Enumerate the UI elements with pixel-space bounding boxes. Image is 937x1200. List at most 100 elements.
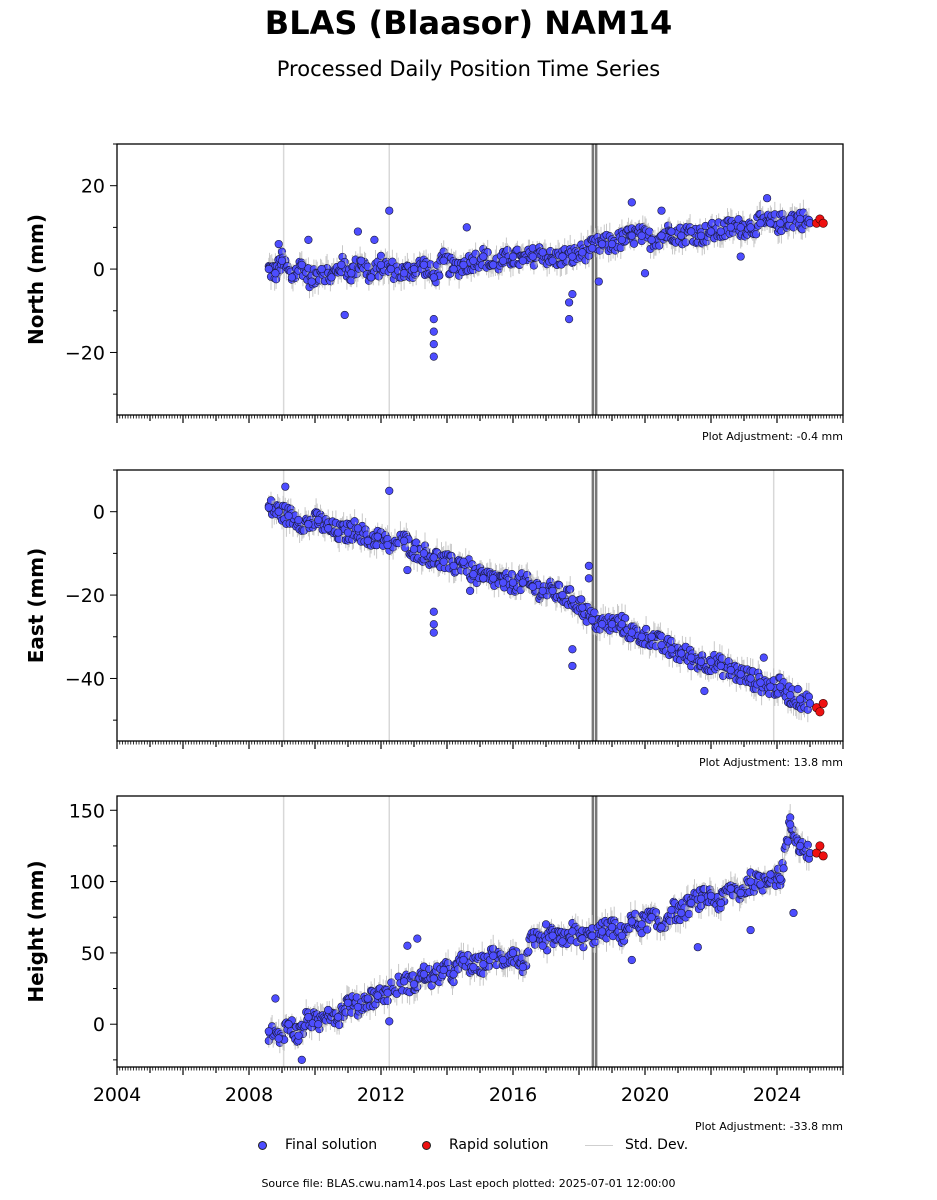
final-solution-point <box>696 231 706 240</box>
legend-std-label: Std. Dev. <box>625 1137 689 1153</box>
final-solution-point <box>588 615 597 625</box>
final-solution-point <box>383 996 392 1005</box>
final-solution-point <box>400 536 409 545</box>
plot-adjustment-label: Plot Adjustment: 13.8 mm <box>699 756 843 769</box>
outlier-point <box>789 908 798 918</box>
legend-rapid-label: Rapid solution <box>449 1137 549 1153</box>
final-solution-point <box>479 252 488 261</box>
outlier-point <box>584 561 594 570</box>
plot-frame <box>116 795 844 1068</box>
final-solution-point <box>274 1034 283 1043</box>
outlier-point <box>429 340 438 349</box>
outlier-point <box>462 223 471 232</box>
final-solution-point <box>617 235 627 244</box>
plot-frame <box>116 469 844 742</box>
outlier-point <box>281 482 290 491</box>
outlier-point <box>429 327 438 336</box>
final-solution-point <box>284 1020 293 1029</box>
final-solution-point <box>304 520 313 529</box>
final-solution-point <box>568 595 577 604</box>
y-axis-label: Height (mm) <box>24 860 48 1002</box>
final-solution-point <box>314 515 323 525</box>
final-solution-point <box>469 963 478 972</box>
final-solution-point <box>307 277 316 286</box>
y-tick-label: 20 <box>81 176 105 198</box>
y-tick-label: 0 <box>93 1014 105 1036</box>
final-solution-point <box>687 653 696 662</box>
final-solution-point <box>736 223 745 232</box>
rapid-solution-point <box>818 851 828 861</box>
outlier-point <box>340 310 349 320</box>
outlier-point <box>429 620 438 629</box>
final-solution-point <box>786 820 795 829</box>
final-solution-point <box>627 628 636 637</box>
final-solution-point <box>363 536 372 545</box>
final-solution-point <box>334 1012 343 1022</box>
final-solution-point <box>617 931 627 940</box>
final-solution-point <box>736 670 745 679</box>
rapid-solution-point <box>815 707 825 717</box>
outlier-point <box>736 252 745 261</box>
final-solution-point <box>548 931 557 940</box>
y-tick-label: −20 <box>65 585 105 607</box>
final-solution-point <box>637 231 646 240</box>
final-solution-point <box>528 582 537 591</box>
final-solution-point <box>786 214 795 224</box>
final-solution-point <box>274 507 283 516</box>
final-solution-point <box>400 977 409 986</box>
final-solution-point <box>706 891 716 900</box>
legend-final: Final solution <box>258 1137 377 1153</box>
final-solution-point <box>314 1020 323 1029</box>
y-tick-label: 0 <box>93 502 105 524</box>
final-solution-point <box>588 244 597 253</box>
outlier-point <box>385 206 394 215</box>
final-solution-point <box>343 528 353 537</box>
outlier-point <box>304 235 313 244</box>
final-solution-point <box>726 666 735 675</box>
outlier-point <box>385 486 394 495</box>
legend-rapid: Rapid solution <box>422 1137 549 1153</box>
outlier-point <box>429 628 438 637</box>
final-solution-point <box>499 256 508 265</box>
final-solution-point <box>528 252 537 261</box>
final-solution-point <box>578 248 587 257</box>
final-solution-point <box>776 682 785 691</box>
final-solution-point <box>590 608 599 617</box>
final-solution-point <box>805 699 815 708</box>
final-solution-point <box>469 256 478 265</box>
chart-title: BLAS (Blaasor) NAM14 <box>264 4 673 42</box>
outlier-point <box>370 235 379 244</box>
y-tick-label: 150 <box>69 800 105 822</box>
final-solution-point <box>677 649 686 658</box>
chart-subtitle: Processed Daily Position Time Series <box>276 57 661 81</box>
final-solution-point <box>419 260 429 270</box>
data-layer <box>264 804 828 1064</box>
final-solution-point <box>607 239 617 249</box>
final-solution-point <box>264 264 273 274</box>
final-solution-point <box>499 578 508 587</box>
final-solution-point <box>696 894 706 903</box>
y-tick-label: 0 <box>93 259 105 281</box>
final-solution-point <box>353 524 363 533</box>
final-solution-point <box>578 934 587 943</box>
final-solution-point <box>373 532 382 541</box>
final-solution-point <box>409 264 419 274</box>
plot-frame <box>116 143 844 416</box>
final-solution-point <box>766 219 775 228</box>
final-solution-point <box>657 641 666 650</box>
final-solution-point <box>439 557 448 566</box>
outlier-point <box>403 941 412 950</box>
final-solution-point <box>327 273 336 282</box>
final-solution-point <box>746 223 755 232</box>
rapid-solution-marker-icon <box>422 1140 431 1150</box>
final-solution-point <box>367 273 376 282</box>
north-panel: −20 0 20 North (mm) Plot Adjustment: -0.4 mm <box>24 143 844 443</box>
final-solution-point <box>449 561 458 570</box>
final-solution-point <box>756 219 765 228</box>
final-solution-point <box>518 256 528 265</box>
final-solution-point <box>696 657 706 666</box>
final-solution-point <box>499 955 508 965</box>
outlier-point <box>700 686 709 696</box>
rapid-solution-point <box>818 218 828 228</box>
x-tick-label: 2008 <box>225 1084 273 1106</box>
